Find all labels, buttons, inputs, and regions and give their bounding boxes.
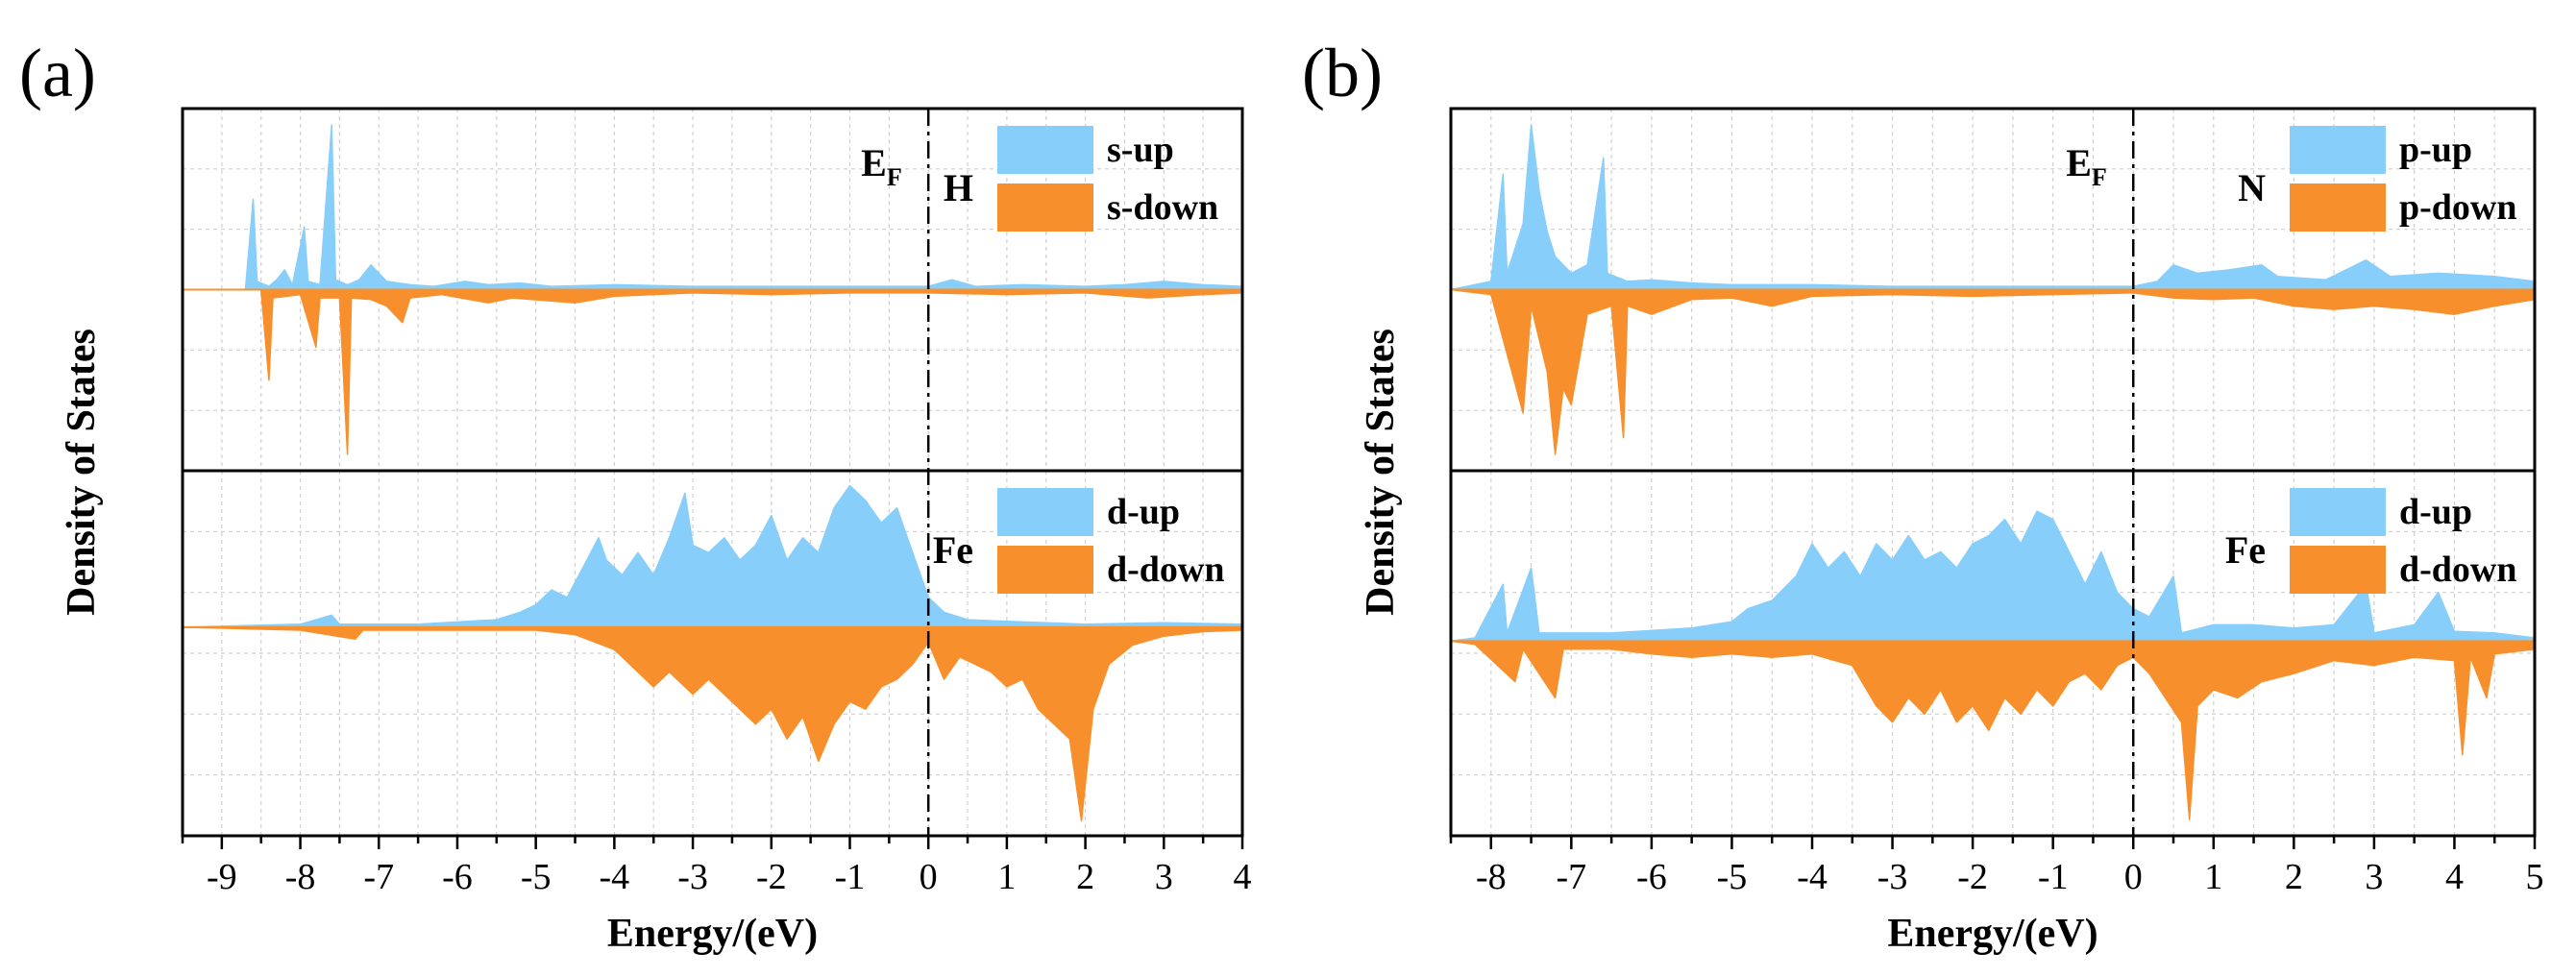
chart-b-n-subplot-series-p-up [1450,124,2536,291]
chart-b-fe-subplot-legend-label-d-down: d-down [2399,550,2517,590]
chart-a-x-tick-label: -8 [285,857,316,897]
chart-a-x-tick-label: -3 [677,857,708,897]
chart-b-panel-label: (b) [1302,35,1383,111]
chart-a-h-subplot-legend-label-s-up: s-up [1107,130,1174,170]
chart-b-n-subplot-legend-label-p-down: p-down [2399,187,2517,228]
chart-a-fe-subplot-legend-label-d-up: d-up [1107,492,1180,532]
chart-b-fe-subplot-series-d-down [1450,640,2536,820]
chart-b-fe-subplot-legend-label-d-up: d-up [2399,492,2472,532]
chart-b-x-tick-label: -5 [1717,857,1748,897]
chart-b-x-tick-label: 3 [2365,857,2383,897]
chart-b-x-tick-label: -3 [1877,857,1908,897]
chart-a-h-subplot-series-s-down [182,288,1243,455]
chart-b-fermi-label: EF [2066,141,2107,191]
chart-a-fe-subplot-legend-swatch-d-up [997,488,1093,536]
chart-b-x-tick-label: 2 [2285,857,2303,897]
chart-b-n-subplot-legend-label-p-up: p-up [2399,130,2472,170]
chart-b-fe-subplot: d-up d-down Fe [1450,471,2536,836]
fermi-label-main: E [861,141,887,184]
fermi-label-sub: F [2092,163,2107,191]
chart-a-h-subplot-element-label: H [944,166,973,209]
chart-a-x-tick-label: 4 [1234,857,1252,897]
fermi-label-main: E [2066,141,2092,184]
chart-a-h-subplot-legend-swatch-s-down [997,183,1093,232]
chart-a-x-tick-label: -2 [756,857,787,897]
chart-a-y-axis-title: Density of States [60,329,104,616]
chart-a-h-subplot-legend-swatch-s-up [997,126,1093,174]
chart-a-x-tick-label: 3 [1155,857,1173,897]
chart-b-fe-subplot-element-label: Fe [2225,528,2266,572]
chart-a-h-subplot-grid [182,109,1243,471]
chart-b-y-axis-title: Density of States [1359,329,1403,616]
chart-b-n-subplot: p-up p-down N [1450,109,2536,471]
chart-b-x-axis-title: Energy/(eV) [1887,912,2098,956]
chart-a-x-axis: -9 -8 -7 -6 -5 -4 -3 -2 -1 0 1 2 3 4 [181,836,1252,897]
chart-a-fe-subplot-series-d-down [182,626,1243,822]
chart-a-x-tick-label: -5 [521,857,552,897]
chart-b-x-tick-label: 0 [2124,857,2143,897]
chart-a-fermi-label: EF [861,141,902,191]
chart-b-x-axis: -8 -7 -6 -5 -4 -3 -2 -1 0 1 2 3 4 5 [1449,836,2544,897]
chart-b-x-tick-label: -1 [2038,857,2069,897]
fermi-label-sub: F [887,163,902,191]
chart-a-fe-subplot: d-up d-down Fe [182,471,1243,836]
chart-b-n-subplot-legend-swatch-p-down [2290,183,2386,232]
chart-a-fe-subplot-legend-swatch-d-down [997,546,1093,594]
chart-a-fe-subplot-legend-label-d-down: d-down [1107,550,1225,590]
chart-b-x-tick-label: -8 [1476,857,1507,897]
chart-a-x-tick-label: 1 [997,857,1016,897]
chart-a-x-tick-label: -9 [207,857,237,897]
chart-b-x-tick-label: -6 [1636,857,1667,897]
chart-b-x-tick-label: 4 [2445,857,2464,897]
chart-b-x-tick-label: 1 [2204,857,2222,897]
chart-a-h-subplot-series-s-up [182,124,1243,291]
chart-a-x-tick-label: 0 [920,857,938,897]
chart-b-x-tick-label: -2 [1957,857,1988,897]
chart-a-x-tick-label: 2 [1076,857,1094,897]
chart-b-n-subplot-element-label: N [2238,166,2266,209]
chart-b-fe-subplot-legend-swatch-d-down [2290,546,2386,594]
chart-b-x-tick-label: -4 [1797,857,1828,897]
chart-a-x-tick-label: -7 [363,857,394,897]
chart-b-n-subplot-legend-swatch-p-up [2290,126,2386,174]
chart-a-h-subplot-legend-label-s-down: s-down [1107,187,1218,228]
chart-b-x-tick-label: -7 [1557,857,1587,897]
chart-a-fe-subplot-element-label: Fe [933,528,973,572]
chart-a-panel-label: (a) [19,35,96,111]
chart-a-fe-subplot-series-d-up [182,484,1243,628]
chart-a-x-axis-title: Energy/(eV) [607,912,818,956]
chart-b-n-subplot-series-p-down [1450,288,2536,455]
chart-b-x-tick-label: 5 [2526,857,2544,897]
chart-b-fe-subplot-legend-swatch-d-up [2290,488,2386,536]
chart-a-x-tick-label: -1 [835,857,866,897]
chart-a-x-tick-label: -4 [600,857,630,897]
chart-a-x-tick-label: -6 [442,857,473,897]
chart-a-h-subplot: s-up s-down H [182,109,1243,471]
